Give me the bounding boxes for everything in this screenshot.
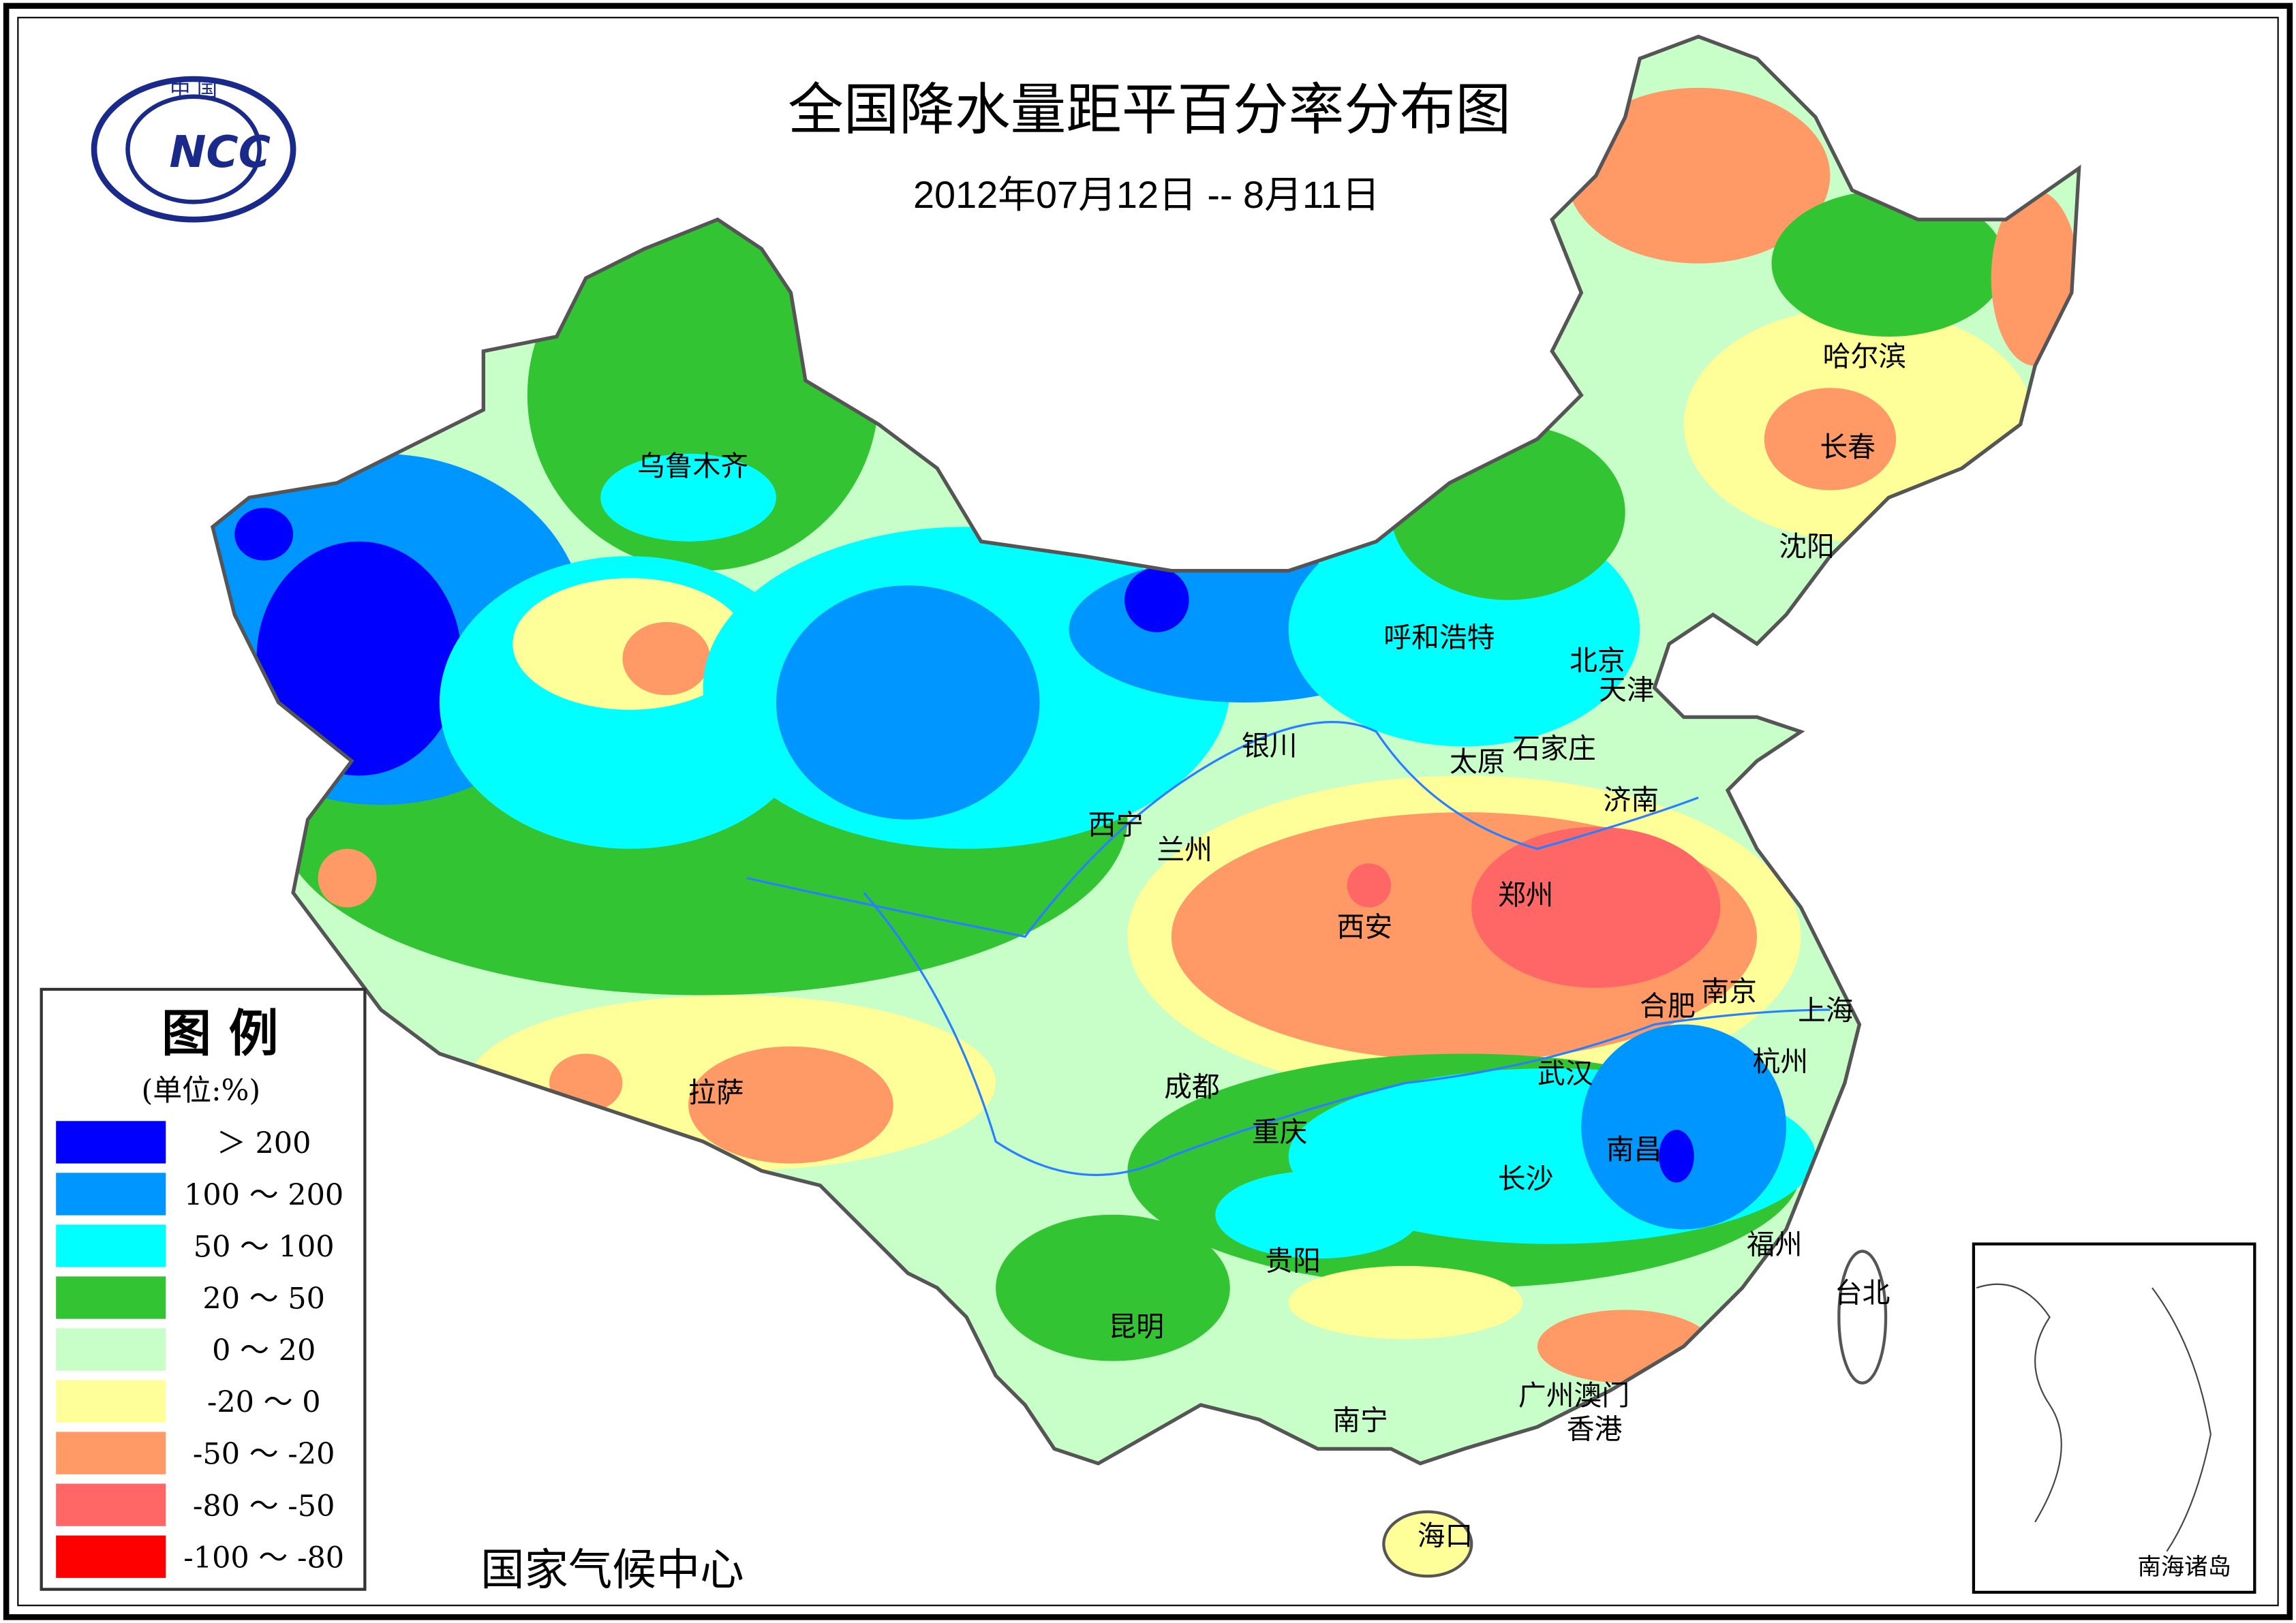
outer-frame <box>3 3 2293 1620</box>
city-label: 重庆 <box>1252 1115 1308 1148</box>
legend-label: 50 ～ 100 <box>194 1231 335 1265</box>
taiwan-island <box>1837 1250 1888 1385</box>
city-label: 长春 <box>1820 431 1876 463</box>
city-label: 乌鲁木齐 <box>637 450 748 482</box>
legend-label: 100 ～ 200 <box>184 1179 343 1213</box>
city-label: 银川 <box>1242 729 1298 762</box>
region-minus50-minus20 <box>1991 190 2079 366</box>
legend-swatch <box>56 1328 166 1371</box>
city-label: 呼和浩特 <box>1383 621 1495 653</box>
logo-abbr: NCC <box>170 127 271 178</box>
region-gt-200 <box>1659 1130 1694 1183</box>
legend-swatch <box>56 1432 166 1474</box>
city-label: 上海 <box>1798 994 1854 1027</box>
region-minus50-minus20 <box>1537 1310 1713 1383</box>
city-label: 南宁 <box>1332 1404 1388 1436</box>
legend-label: -100 ～ -80 <box>183 1541 344 1575</box>
agency-name: 国家气候中心 <box>480 1545 744 1596</box>
region-gt-200 <box>256 541 462 776</box>
region-gt-200 <box>1124 568 1189 632</box>
city-label: 拉萨 <box>688 1076 744 1109</box>
region-minus50-minus20 <box>1764 388 1897 491</box>
legend-label: -50 ～ -20 <box>193 1438 335 1472</box>
city-label: 成都 <box>1164 1070 1220 1103</box>
city-label: 贵阳 <box>1265 1244 1321 1277</box>
region-minus50-minus20 <box>622 621 711 696</box>
city-label: 广州 <box>1518 1379 1574 1412</box>
city-label: 哈尔滨 <box>1823 340 1906 373</box>
inner-frame <box>17 16 2279 1607</box>
yellow-river <box>746 721 1699 938</box>
legend-swatch <box>56 1173 166 1216</box>
legend-swatch <box>56 1276 166 1319</box>
region-50-100 <box>1215 1171 1421 1259</box>
region-50-100 <box>600 453 776 542</box>
legend-unit: (单位:%) <box>141 1074 260 1108</box>
region-20-50 <box>1771 190 2006 337</box>
legend-title: 图 例 <box>162 1004 278 1063</box>
region-minus80-minus50 <box>1347 863 1392 908</box>
city-label: 澳门 <box>1574 1379 1630 1412</box>
city-label: 昆明 <box>1109 1310 1165 1343</box>
city-label: 合肥 <box>1640 990 1696 1023</box>
legend-label: 20 ～ 50 <box>202 1282 325 1316</box>
city-label: 海口 <box>1418 1519 1473 1552</box>
ncc-logo: 中 国 NCC <box>91 76 296 223</box>
south-china-sea-inset: 南海诸岛 <box>1972 1242 2256 1594</box>
city-label: 沈阳 <box>1779 530 1835 563</box>
city-label: 杭州 <box>1753 1045 1809 1078</box>
city-label: 台北 <box>1835 1277 1891 1310</box>
legend-label: -20 ～ 0 <box>207 1386 321 1420</box>
city-label: 天津 <box>1599 674 1655 707</box>
region-minus50-minus20 <box>318 848 377 908</box>
city-label: 济南 <box>1603 784 1659 816</box>
city-label: 西安 <box>1337 911 1393 944</box>
legend-label: -80 ～ -50 <box>193 1489 335 1524</box>
city-label: 南京 <box>1701 975 1757 1008</box>
region-20-50 <box>996 1214 1230 1361</box>
map-title: 全国降水量距平百分率分布图 <box>788 78 1511 142</box>
logo-top-text: 中 国 <box>170 78 217 102</box>
region-minus50-minus20 <box>688 1046 893 1164</box>
legend-swatch <box>56 1380 166 1423</box>
city-labels: 乌鲁木齐 哈尔滨 长春 沈阳 呼和浩特 北京 天津 银川 太原 石家庄 济南 西… <box>637 340 1906 1552</box>
city-label: 福州 <box>1747 1228 1803 1261</box>
legend-swatch <box>56 1535 166 1578</box>
legend-swatch <box>56 1483 166 1526</box>
city-label: 南昌 <box>1606 1133 1662 1166</box>
region-gt-200 <box>234 508 294 561</box>
region-minus20-0 <box>1288 1265 1523 1340</box>
inset-label: 南海诸岛 <box>2137 1554 2231 1581</box>
city-label: 太原 <box>1450 745 1505 778</box>
map-subtitle: 2012年07月12日 -- 8月11日 <box>913 173 1380 216</box>
region-100-200 <box>1581 1024 1786 1230</box>
legend: 图 例 (单位:%) ＞ 200 100 ～ 200 50 ～ 100 20 ～ 50… <box>40 987 367 1591</box>
city-label: 香港 <box>1567 1412 1623 1445</box>
city-label: 兰州 <box>1157 833 1212 866</box>
city-label: 郑州 <box>1498 878 1554 911</box>
region-20-50 <box>1391 424 1625 600</box>
yangtze-river <box>863 892 1831 1177</box>
city-label: 长沙 <box>1498 1162 1554 1195</box>
region-minus50-minus20 <box>1566 87 1831 264</box>
legend-label: ＞ 200 <box>217 1127 311 1161</box>
city-label: 北京 <box>1570 645 1625 677</box>
city-label: 西宁 <box>1088 808 1144 841</box>
region-minus80-minus50 <box>1471 826 1721 988</box>
legend-swatch <box>56 1224 166 1267</box>
legend-label: 0 ～ 20 <box>212 1334 316 1368</box>
hainan-island <box>1382 1510 1473 1578</box>
city-label: 石家庄 <box>1512 732 1595 765</box>
region-100-200 <box>776 585 1040 820</box>
city-label: 武汉 <box>1537 1057 1593 1089</box>
legend-swatch <box>56 1121 166 1164</box>
